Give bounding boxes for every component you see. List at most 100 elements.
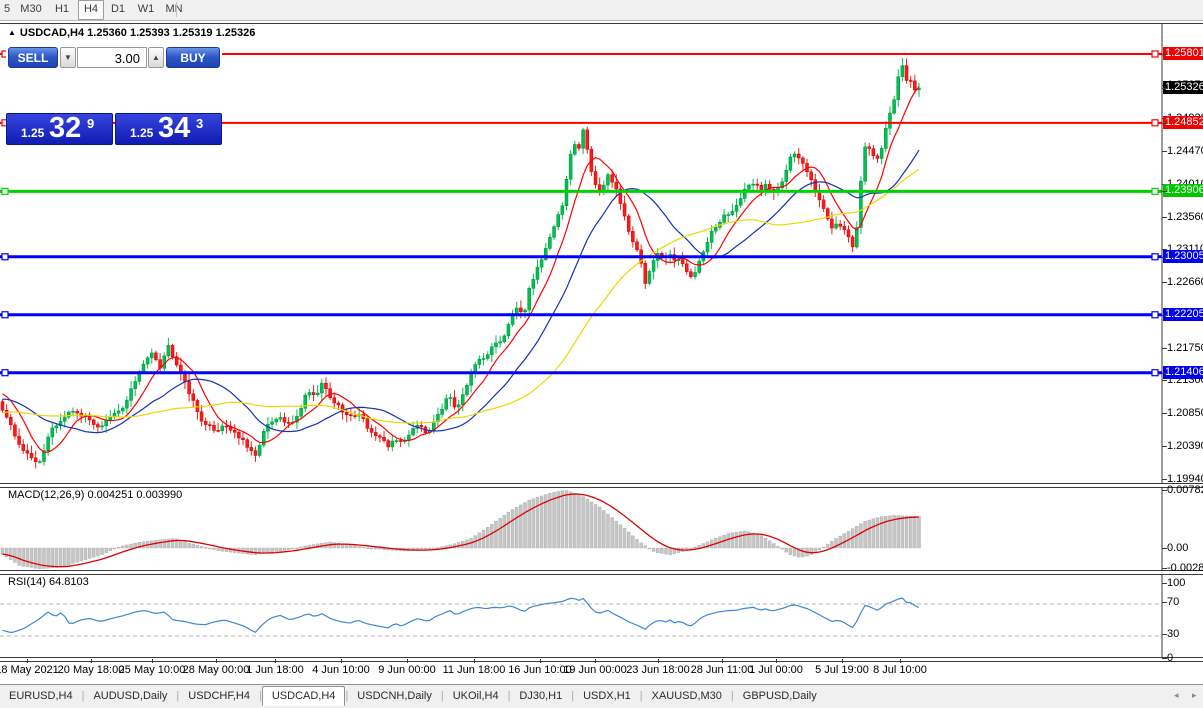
chart-tab-usdcnh-daily[interactable]: USDCNH,Daily bbox=[357, 690, 432, 702]
macd-histogram-bar bbox=[560, 490, 565, 549]
candle-bull bbox=[116, 410, 121, 414]
line-handle[interactable] bbox=[1151, 187, 1159, 196]
sell-price-display[interactable]: 1.25 32 9 bbox=[6, 112, 113, 145]
chart-tab-dj30-h1[interactable]: DJ30,H1 bbox=[519, 690, 563, 702]
timeframe-button-m30[interactable]: M30 bbox=[20, 3, 42, 15]
line-handle[interactable] bbox=[1, 187, 9, 196]
candle-bear bbox=[33, 457, 38, 463]
candle-bull bbox=[527, 288, 531, 311]
candle-bull bbox=[390, 440, 395, 448]
candle-bear bbox=[21, 444, 25, 451]
macd-histogram-bar bbox=[743, 530, 747, 549]
chart-tab-xauusd-m30[interactable]: XAUUSD,M30 bbox=[651, 690, 722, 702]
candle-bull bbox=[751, 183, 755, 186]
line-handle[interactable] bbox=[1151, 369, 1159, 377]
candle-bull bbox=[788, 156, 793, 171]
tab-scroll-right-icon[interactable]: ▸ bbox=[1192, 690, 1197, 700]
macd-histogram-bar bbox=[79, 547, 83, 562]
price-tick-label: 1.22660 bbox=[1167, 275, 1203, 288]
macd-histogram-bar bbox=[776, 546, 780, 549]
candle-bull bbox=[278, 417, 283, 420]
pane-separator-rsi[interactable] bbox=[0, 570, 1203, 575]
timeframe-button-5[interactable]: 5 bbox=[3, 3, 11, 15]
candle-bull bbox=[166, 345, 171, 357]
macd-histogram-bar bbox=[515, 507, 519, 549]
macd-histogram-bar bbox=[639, 542, 643, 549]
candle-bear bbox=[208, 424, 212, 426]
buy-price-display[interactable]: 1.25 34 3 bbox=[115, 112, 222, 145]
candle-bull bbox=[67, 411, 71, 418]
candle-bear bbox=[597, 184, 602, 191]
lot-size-field[interactable]: 3.00 bbox=[77, 47, 147, 68]
line-handle[interactable] bbox=[1151, 311, 1159, 319]
buy-button[interactable]: BUY bbox=[166, 47, 220, 68]
macd-histogram-bar bbox=[506, 511, 511, 549]
candle-bull bbox=[535, 266, 540, 280]
chart-tab-gbpusd-daily[interactable]: GBPUSD,Daily bbox=[742, 690, 817, 702]
lot-spinner-down[interactable]: ▼ bbox=[60, 47, 76, 68]
chart-tab-usdcad-h4[interactable]: USDCAD,H4 bbox=[261, 686, 346, 706]
macd-histogram-bar bbox=[179, 540, 183, 549]
candle-bear bbox=[170, 345, 175, 358]
macd-histogram-bar bbox=[282, 547, 287, 551]
candle-bull bbox=[573, 144, 577, 155]
lot-spinner-up[interactable]: ▲ bbox=[148, 47, 164, 68]
axis-tick-mark bbox=[1162, 602, 1167, 603]
chart-tab-usdchf-h4[interactable]: USDCHF,H4 bbox=[188, 690, 250, 702]
timeframe-button-d1[interactable]: D1 bbox=[110, 3, 126, 15]
chart-tab-eurusd-h4[interactable]: EURUSD,H4 bbox=[9, 690, 73, 702]
macd-histogram-bar bbox=[270, 547, 274, 553]
candle-bull bbox=[477, 358, 482, 365]
macd-histogram-bar bbox=[821, 546, 826, 549]
macd-histogram-bar bbox=[208, 547, 212, 550]
line-handle[interactable] bbox=[1151, 50, 1159, 58]
macd-histogram-bar bbox=[50, 547, 54, 569]
line-handle[interactable] bbox=[1, 311, 9, 319]
line-handle[interactable] bbox=[1, 253, 9, 261]
date-label: 25 May 10:00 bbox=[118, 664, 186, 676]
macd-histogram-bar bbox=[726, 533, 730, 549]
tab-scroll-left-icon[interactable]: ◂ bbox=[1174, 690, 1179, 700]
macd-histogram-bar bbox=[166, 538, 171, 549]
sell-button[interactable]: SELL bbox=[8, 47, 58, 68]
timeframe-button-h4[interactable]: H4 bbox=[78, 0, 104, 20]
macd-histogram-bar bbox=[100, 547, 104, 555]
candle-bear bbox=[365, 418, 370, 429]
chart-tab-usdx-h1[interactable]: USDX,H1 bbox=[583, 690, 631, 702]
line-handle[interactable] bbox=[1151, 253, 1159, 261]
line-handle[interactable] bbox=[1151, 119, 1159, 127]
candle-bear bbox=[311, 392, 316, 395]
macd-histogram-bar bbox=[25, 547, 30, 568]
rsi-axis-label: 100 bbox=[1167, 577, 1186, 589]
pane-separator-macd[interactable] bbox=[0, 483, 1203, 488]
toolbar-separator bbox=[176, 2, 177, 17]
timeframe-button-mn[interactable]: MN bbox=[165, 3, 183, 15]
chart-tab-audusd-daily[interactable]: AUDUSD,Daily bbox=[93, 690, 168, 702]
macd-histogram-bar bbox=[618, 524, 623, 549]
macd-histogram-bar bbox=[129, 543, 133, 549]
chart-tab-ukoil-h4[interactable]: UKOil,H4 bbox=[452, 690, 499, 702]
macd-histogram-bar bbox=[581, 496, 585, 549]
macd-histogram-bar bbox=[75, 547, 79, 563]
axis-tick-mark bbox=[1162, 658, 1167, 659]
price-tick-label: 1.21750 bbox=[1167, 341, 1203, 354]
macd-histogram-bar bbox=[751, 532, 755, 549]
candle-bear bbox=[253, 450, 258, 456]
timeframe-button-w1[interactable]: W1 bbox=[137, 3, 155, 15]
price-badge-1.25326: 1.25326 bbox=[1163, 81, 1203, 95]
chart-title-text: USDCAD,H4 1.25360 1.25393 1.25319 1.2532… bbox=[19, 27, 256, 39]
macd-histogram-bar bbox=[365, 547, 370, 549]
line-handle[interactable] bbox=[1, 369, 9, 377]
macd-histogram-bar bbox=[199, 546, 204, 549]
candle-bear bbox=[685, 263, 689, 272]
candle-bull bbox=[121, 407, 125, 412]
macd-histogram-bar bbox=[573, 492, 577, 549]
collapse-triangle-icon[interactable]: ▲ bbox=[8, 28, 16, 37]
macd-histogram-bar bbox=[672, 547, 677, 554]
timeframe-button-h1[interactable]: H1 bbox=[54, 3, 70, 15]
candle-bear bbox=[344, 411, 349, 415]
rsi-axis-label: 30 bbox=[1167, 628, 1180, 640]
macd-histogram-bar bbox=[266, 547, 270, 553]
candle-bear bbox=[216, 430, 220, 432]
